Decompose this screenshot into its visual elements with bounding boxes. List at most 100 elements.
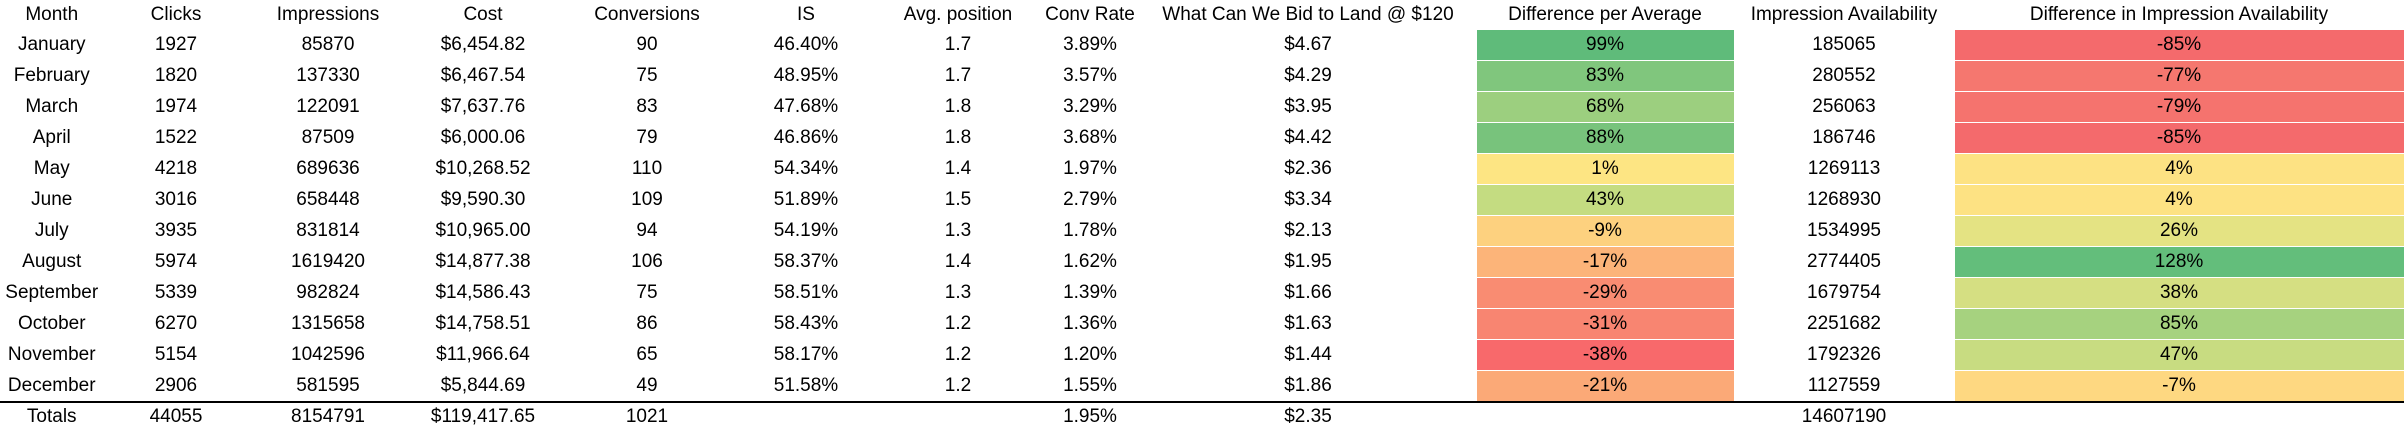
cell-clicks[interactable]: 1522: [104, 122, 249, 154]
cell-cost[interactable]: $7,637.76: [408, 91, 559, 123]
cell-avg-position[interactable]: 1.2: [876, 308, 1041, 340]
cell-bid[interactable]: $1.44: [1140, 339, 1477, 371]
totals-diff-avg[interactable]: [1476, 401, 1735, 431]
cell-diff-imp[interactable]: -77%: [1954, 60, 2404, 92]
cell-avg-position[interactable]: 1.8: [876, 91, 1041, 123]
cell-is[interactable]: 51.89%: [736, 184, 877, 216]
cell-conv-rate[interactable]: 1.97%: [1040, 153, 1141, 185]
cell-clicks[interactable]: 4218: [104, 153, 249, 185]
totals-impressions[interactable]: 8154791: [248, 401, 409, 431]
header-conversions[interactable]: Conversions: [558, 0, 737, 30]
cell-conversions[interactable]: 65: [558, 339, 737, 371]
cell-conv-rate[interactable]: 3.68%: [1040, 122, 1141, 154]
cell-is[interactable]: 58.51%: [736, 277, 877, 309]
cell-month[interactable]: November: [0, 339, 105, 371]
cell-impressions[interactable]: 831814: [248, 215, 409, 247]
header-conv-rate[interactable]: Conv Rate: [1040, 0, 1141, 30]
totals-imp-avail[interactable]: 14607190: [1734, 401, 1955, 431]
cell-is[interactable]: 47.68%: [736, 91, 877, 123]
cell-conv-rate[interactable]: 3.29%: [1040, 91, 1141, 123]
totals-conv-rate[interactable]: 1.95%: [1040, 401, 1141, 431]
cell-avg-position[interactable]: 1.2: [876, 370, 1041, 402]
cell-imp-avail[interactable]: 185065: [1734, 30, 1955, 61]
cell-avg-position[interactable]: 1.8: [876, 122, 1041, 154]
header-month[interactable]: Month: [0, 0, 105, 30]
cell-clicks[interactable]: 1820: [104, 60, 249, 92]
cell-diff-imp[interactable]: 128%: [1954, 246, 2404, 278]
header-diff-avg[interactable]: Difference per Average: [1476, 0, 1735, 30]
cell-conversions[interactable]: 79: [558, 122, 737, 154]
cell-imp-avail[interactable]: 2774405: [1734, 246, 1955, 278]
cell-bid[interactable]: $3.34: [1140, 184, 1477, 216]
cell-avg-position[interactable]: 1.4: [876, 153, 1041, 185]
cell-month[interactable]: June: [0, 184, 105, 216]
cell-cost[interactable]: $6,467.54: [408, 60, 559, 92]
cell-clicks[interactable]: 5974: [104, 246, 249, 278]
cell-clicks[interactable]: 5154: [104, 339, 249, 371]
cell-diff-avg[interactable]: 68%: [1476, 91, 1735, 123]
cell-month[interactable]: July: [0, 215, 105, 247]
cell-imp-avail[interactable]: 1679754: [1734, 277, 1955, 309]
cell-bid[interactable]: $1.66: [1140, 277, 1477, 309]
cell-conv-rate[interactable]: 1.62%: [1040, 246, 1141, 278]
cell-bid[interactable]: $2.36: [1140, 153, 1477, 185]
cell-conv-rate[interactable]: 1.78%: [1040, 215, 1141, 247]
cell-imp-avail[interactable]: 1127559: [1734, 370, 1955, 402]
cell-clicks[interactable]: 1974: [104, 91, 249, 123]
cell-conversions[interactable]: 94: [558, 215, 737, 247]
cell-month[interactable]: August: [0, 246, 105, 278]
cell-diff-avg[interactable]: 83%: [1476, 60, 1735, 92]
cell-clicks[interactable]: 1927: [104, 30, 249, 61]
cell-imp-avail[interactable]: 1268930: [1734, 184, 1955, 216]
totals-bid[interactable]: $2.35: [1140, 401, 1477, 431]
cell-imp-avail[interactable]: 2251682: [1734, 308, 1955, 340]
header-clicks[interactable]: Clicks: [104, 0, 249, 30]
cell-is[interactable]: 58.37%: [736, 246, 877, 278]
cell-conversions[interactable]: 75: [558, 60, 737, 92]
cell-conversions[interactable]: 90: [558, 30, 737, 61]
cell-diff-avg[interactable]: -38%: [1476, 339, 1735, 371]
cell-conv-rate[interactable]: 2.79%: [1040, 184, 1141, 216]
cell-conversions[interactable]: 109: [558, 184, 737, 216]
cell-conversions[interactable]: 75: [558, 277, 737, 309]
cell-clicks[interactable]: 5339: [104, 277, 249, 309]
cell-month[interactable]: October: [0, 308, 105, 340]
header-bid[interactable]: What Can We Bid to Land @ $120: [1140, 0, 1477, 30]
cell-bid[interactable]: $4.42: [1140, 122, 1477, 154]
cell-conversions[interactable]: 110: [558, 153, 737, 185]
cell-is[interactable]: 46.86%: [736, 122, 877, 154]
cell-month[interactable]: April: [0, 122, 105, 154]
cell-month[interactable]: December: [0, 370, 105, 402]
cell-diff-imp[interactable]: 4%: [1954, 153, 2404, 185]
cell-impressions[interactable]: 1315658: [248, 308, 409, 340]
cell-imp-avail[interactable]: 256063: [1734, 91, 1955, 123]
cell-imp-avail[interactable]: 1534995: [1734, 215, 1955, 247]
cell-diff-avg[interactable]: 43%: [1476, 184, 1735, 216]
cell-impressions[interactable]: 85870: [248, 30, 409, 61]
totals-is[interactable]: [736, 401, 877, 431]
cell-cost[interactable]: $5,844.69: [408, 370, 559, 402]
cell-diff-avg[interactable]: 88%: [1476, 122, 1735, 154]
cell-diff-imp[interactable]: -85%: [1954, 30, 2404, 61]
cell-diff-imp[interactable]: 26%: [1954, 215, 2404, 247]
cell-cost[interactable]: $14,758.51: [408, 308, 559, 340]
cell-diff-avg[interactable]: -21%: [1476, 370, 1735, 403]
cell-cost[interactable]: $10,268.52: [408, 153, 559, 185]
cell-clicks[interactable]: 2906: [104, 370, 249, 402]
totals-avg-position[interactable]: [876, 401, 1041, 431]
cell-impressions[interactable]: 982824: [248, 277, 409, 309]
cell-impressions[interactable]: 137330: [248, 60, 409, 92]
cell-cost[interactable]: $14,877.38: [408, 246, 559, 278]
cell-month[interactable]: March: [0, 91, 105, 123]
cell-cost[interactable]: $10,965.00: [408, 215, 559, 247]
cell-is[interactable]: 58.17%: [736, 339, 877, 371]
cell-diff-imp[interactable]: 4%: [1954, 184, 2404, 216]
cell-diff-avg[interactable]: -29%: [1476, 277, 1735, 309]
header-is[interactable]: IS: [736, 0, 877, 30]
cell-diff-avg[interactable]: -9%: [1476, 215, 1735, 247]
cell-conv-rate[interactable]: 3.89%: [1040, 30, 1141, 61]
cell-is[interactable]: 48.95%: [736, 60, 877, 92]
cell-impressions[interactable]: 122091: [248, 91, 409, 123]
cell-avg-position[interactable]: 1.7: [876, 30, 1041, 61]
cell-diff-imp[interactable]: -85%: [1954, 122, 2404, 154]
